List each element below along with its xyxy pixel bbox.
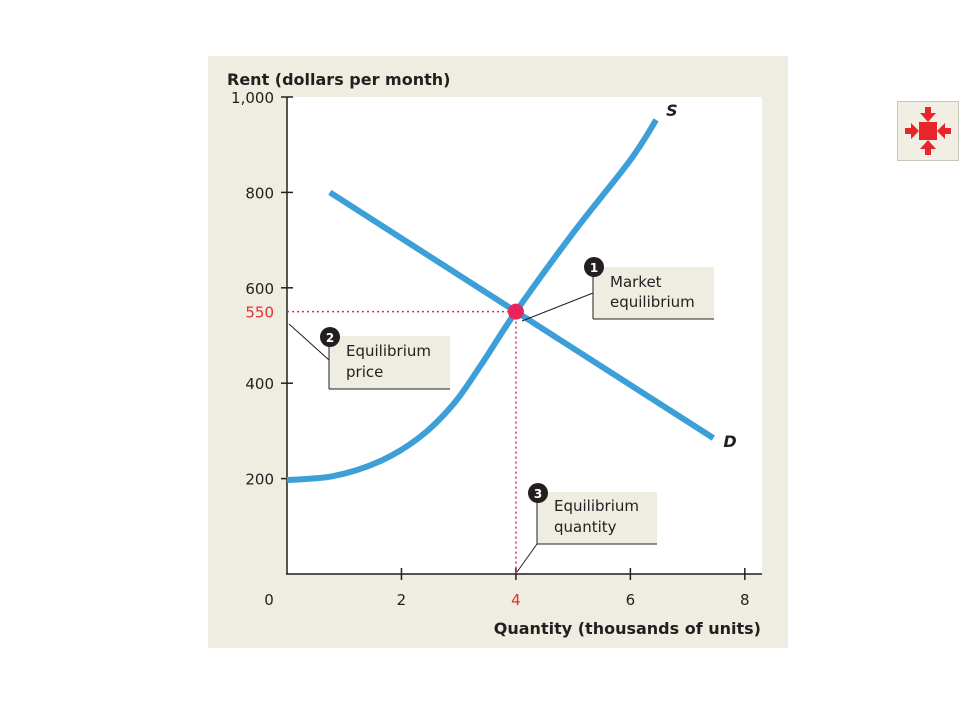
collapse-view-button[interactable]: [897, 101, 959, 161]
equilibrium-price-label: 550: [245, 304, 274, 322]
callout-text-line: Equilibrium: [554, 497, 639, 515]
x-ticks: 2 6 8: [397, 568, 750, 609]
equilibrium-quantity-label: 4: [511, 591, 521, 609]
callout-number-badge: [584, 257, 604, 277]
x-tick-label: 2: [397, 591, 407, 609]
y-axis-title: Rent (dollars per month): [227, 70, 450, 89]
callout-number-badge: [528, 483, 548, 503]
curve-label-s: S: [666, 101, 678, 120]
y-tick-label: 200: [245, 471, 274, 489]
callout-text-line: price: [346, 363, 383, 381]
x-axis-title: Quantity (thousands of units): [494, 619, 761, 638]
collapse-arrows-icon: [905, 107, 951, 155]
callout-text-line: Market: [610, 273, 662, 291]
callout-text-line: Equilibrium: [346, 342, 431, 360]
callout-number: 2: [326, 331, 334, 345]
callout-number: 1: [590, 261, 598, 275]
callout-text-line: equilibrium: [610, 293, 695, 311]
x-tick-label: 8: [740, 591, 750, 609]
curve-s: [286, 118, 659, 484]
x-tick-label: 6: [626, 591, 636, 609]
callout-equilibrium-quantity: 3 Equilibrium quantity: [516, 483, 657, 573]
plot-area: [287, 97, 762, 573]
origin-label: 0: [264, 591, 274, 609]
y-tick-label: 600: [245, 280, 274, 298]
callout-market-equilibrium: 1 Market equilibrium: [521, 257, 714, 322]
callout-equilibrium-price: 2 Equilibrium price: [288, 323, 450, 390]
equilibrium-point: [507, 303, 524, 320]
y-tick-label: 400: [245, 375, 274, 393]
y-tick-label: 1,000: [231, 89, 274, 107]
callout-number-badge: [320, 327, 340, 347]
curve-label-d: D: [723, 432, 736, 451]
y-ticks: 200 400 600 800 1,000: [231, 89, 293, 489]
y-tick-label: 800: [245, 184, 274, 202]
callout-text-line: quantity: [554, 518, 617, 536]
callout-number: 3: [534, 487, 542, 501]
